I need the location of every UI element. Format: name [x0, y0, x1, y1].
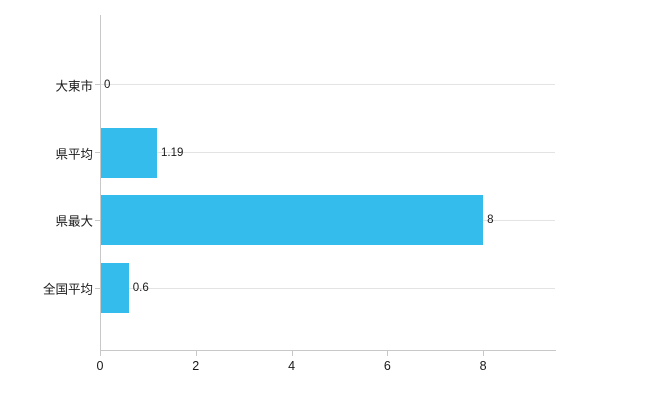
gridline [100, 287, 555, 289]
x-axis-line [100, 350, 556, 351]
bar-value-label: 0.6 [132, 282, 149, 295]
gridline [100, 84, 555, 86]
x-tick-mark [100, 351, 101, 356]
x-tick-label: 0 [96, 359, 104, 373]
y-tick-mark [95, 287, 100, 289]
y-axis-line [100, 15, 101, 350]
x-tick-mark [291, 351, 293, 356]
x-tick-label: 2 [192, 359, 200, 373]
category-label: 全国平均 [42, 282, 93, 297]
y-tick-mark [95, 84, 100, 86]
category-label: 大東市 [55, 79, 93, 94]
x-tick-mark [483, 351, 485, 356]
category-label: 県最大 [55, 214, 93, 229]
bar-value-label: 0 [104, 78, 111, 91]
bar-value-label: 8 [487, 214, 494, 227]
y-tick-mark [95, 152, 100, 154]
x-tick-label: 4 [288, 359, 296, 373]
gridline [100, 152, 555, 154]
bar [100, 263, 129, 314]
bar-value-label: 1.19 [160, 146, 184, 159]
x-tick-label: 8 [479, 359, 487, 373]
x-tick-label: 6 [383, 359, 391, 373]
bar [100, 195, 484, 246]
category-label: 県平均 [55, 147, 93, 162]
x-tick-mark [387, 351, 389, 356]
bar [100, 127, 157, 178]
y-tick-mark [95, 219, 100, 221]
x-tick-mark [195, 351, 197, 356]
